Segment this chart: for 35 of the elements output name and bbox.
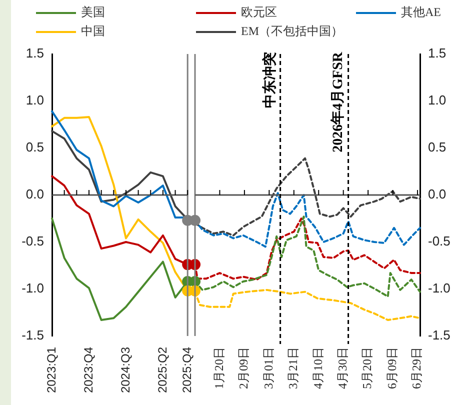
y-tick-label: -1.5 xyxy=(22,328,44,343)
y-tick-label: 0.5 xyxy=(26,140,44,155)
ref-line-label: 中东冲突 xyxy=(260,52,278,108)
y-tick-label: -1.0 xyxy=(22,280,44,296)
legend-label: 欧元区 xyxy=(241,4,277,21)
legend-label: EM（不包括中国） xyxy=(241,23,343,40)
x-tick-label: 2月09日 xyxy=(236,347,251,389)
x-tick-label: 2025:Q4 xyxy=(180,346,194,394)
y-tick-label: -1.0 xyxy=(428,280,450,296)
x-tick-label: 6月29日 xyxy=(410,347,424,389)
x-tick-label: 2025:Q2 xyxy=(155,346,170,394)
x-tick-label: 3月21日 xyxy=(286,347,300,389)
x-tick-label: 6月09日 xyxy=(384,347,399,389)
x-tick-label: 2023:Q1 xyxy=(44,346,58,394)
y-tick-label: 1.0 xyxy=(428,92,446,108)
x-tick-label: 3月01日 xyxy=(261,347,276,389)
y-tick-label: -1.5 xyxy=(428,328,450,343)
x-tick-label: 5月20日 xyxy=(360,347,374,389)
x-tick-label: 4月30日 xyxy=(336,347,350,389)
y-tick-label: 1.0 xyxy=(26,92,44,108)
y-tick-label: -0.5 xyxy=(22,234,44,249)
y-tick-label: 1.5 xyxy=(26,46,44,61)
y-tick-label: 0.0 xyxy=(428,186,446,202)
y-tick-label: 0.0 xyxy=(26,186,44,202)
y-tick-label: 1.5 xyxy=(428,46,446,61)
legend-label: 美国 xyxy=(81,4,105,21)
x-tick-label: 2023:Q4 xyxy=(81,346,96,394)
ref-line-label: 2026年4月GFSR xyxy=(330,51,346,152)
x-tick-label: 4月10日 xyxy=(310,347,325,389)
x-tick-label: 1月20日 xyxy=(212,347,226,389)
y-tick-label: 0.5 xyxy=(428,140,446,155)
y-tick-label: -0.5 xyxy=(428,234,450,249)
legend-label: 其他AE xyxy=(401,4,441,21)
x-tick-label: 2024:Q3 xyxy=(118,346,132,394)
legend-label: 中国 xyxy=(81,23,105,40)
